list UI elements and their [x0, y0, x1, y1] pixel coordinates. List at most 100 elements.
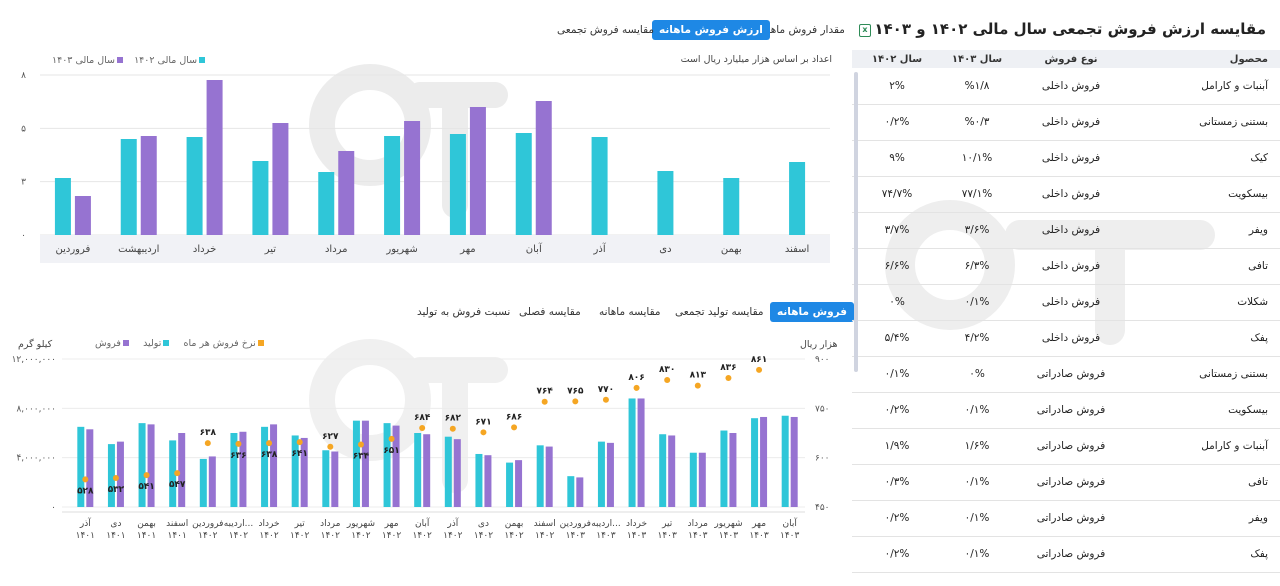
x-tick-month: مهر: [751, 519, 766, 529]
x-tick-month: مرداد: [320, 519, 340, 529]
left-axis-unit: کیلو گرم: [18, 339, 53, 350]
x-tick-label: بهمن: [721, 244, 742, 255]
rate-dot: [388, 435, 395, 442]
monthly-sales-chart: ۰ ۴,۰۰۰,۰۰۰ ۸,۰۰۰,۰۰۰ ۱۲,۰۰۰,۰۰۰ ۴۵۰ ۶۰۰ ۷۵۰ ۹۰…: [12, 355, 830, 541]
bar-sales: [606, 442, 614, 507]
x-tick-label: تیر: [264, 244, 277, 255]
x-tick-year: ۱۴۰۳: [627, 531, 647, 541]
legend-1402-label: سال مالی ۱۴۰۲: [134, 55, 198, 66]
header-year-1402[interactable]: سال ۱۴۰۲: [852, 50, 942, 68]
header-sale-type[interactable]: نوع فروش: [1012, 50, 1130, 68]
bar-sales: [178, 433, 186, 507]
tab-monthly-value[interactable]: ارزش فروش ماهانه: [652, 20, 770, 40]
tab-sales-production-ratio[interactable]: نسبت فروش به تولید: [417, 306, 511, 318]
unit-note: اعداد بر اساس هزار میلیارد ریال است: [680, 54, 832, 65]
tab-monthly-quantity[interactable]: مقدار فروش ماهانه: [759, 24, 845, 36]
x-tick-month: تیر: [294, 519, 306, 529]
bar-1402: [657, 171, 674, 235]
bar-production: [261, 426, 269, 507]
bar-production: [444, 436, 452, 507]
x-tick-month: فروردین: [192, 519, 223, 529]
rate-label: ۶۴۱: [291, 449, 307, 459]
tab-cumulative-production[interactable]: مقایسه تولید تجمعی: [675, 306, 764, 318]
product-cell: بستنی زمستانی: [1130, 104, 1280, 141]
rate-label: ۵۴۷: [169, 480, 186, 490]
bar-sales: [331, 451, 339, 507]
bar-production: [781, 415, 789, 507]
legend-1402-swatch: [199, 57, 206, 63]
x-tick-month: خرداد: [259, 519, 280, 529]
bar-sales: [545, 446, 553, 507]
rate-label: ۵۲۸: [77, 486, 94, 496]
bar-production: [107, 444, 115, 507]
rate-dot: [82, 476, 89, 483]
x-tick-month: فروردین: [560, 519, 591, 529]
y-tick-label: ۵: [21, 124, 26, 134]
product-cell: بیسکویت: [1130, 176, 1280, 213]
table-row[interactable]: پفک فروش صادراتی ۰/۱% ۰/۲%: [852, 536, 1280, 573]
x-tick-year: ۱۴۰۲: [351, 531, 371, 541]
x-tick-year: ۱۴۰۲: [535, 531, 555, 541]
tab-seasonal-comparison[interactable]: مقایسه فصلی: [519, 306, 581, 318]
table-row[interactable]: بستنی زمستانی فروش داخلی %۰/۳ ۰/۲%: [852, 104, 1280, 141]
bar-sales: [576, 477, 584, 507]
value-1403-cell: ۰/۱%: [942, 464, 1012, 501]
bar-sales: [668, 435, 676, 507]
x-tick-month: اردیبه...: [591, 519, 621, 529]
rate-label: ۵۳۲: [108, 485, 125, 495]
rate-label: ۶۷۱: [475, 417, 491, 427]
x-tick-month: دی: [478, 519, 489, 529]
table-row[interactable]: بستنی زمستانی فروش صادراتی ۰% ۰/۱%: [852, 356, 1280, 393]
value-1403-cell: ۳/۶%: [942, 212, 1012, 249]
x-tick-label: دی: [659, 244, 671, 255]
header-year-1403[interactable]: سال ۱۴۰۳: [942, 50, 1012, 68]
right-tick-label: ۶۰۰: [815, 454, 830, 464]
table-row[interactable]: تافی فروش داخلی ۶/۳% ۶/۶%: [852, 248, 1280, 285]
table-row[interactable]: بیسکویت فروش صادراتی ۰/۱% ۰/۲%: [852, 392, 1280, 429]
table-row[interactable]: شکلات فروش داخلی ۰/۱% ۰%: [852, 284, 1280, 321]
value-1402-cell: ۰/۲%: [852, 392, 942, 429]
value-1402-cell: ۰/۲%: [852, 536, 942, 573]
table-row[interactable]: ویفر فروش داخلی ۳/۶% ۳/۷%: [852, 212, 1280, 249]
bar-sales: [698, 452, 706, 507]
legend-1403-swatch: [117, 57, 124, 63]
header-product[interactable]: محصول: [1130, 50, 1280, 68]
excel-export-icon[interactable]: x: [859, 24, 871, 37]
bar-sales: [300, 437, 308, 507]
table-row[interactable]: ویفر فروش صادراتی ۰/۱% ۰/۲%: [852, 500, 1280, 537]
bar-1402: [449, 134, 466, 235]
table-scrollbar[interactable]: [854, 72, 858, 372]
bar-1403: [74, 196, 91, 235]
bar-sales: [453, 439, 461, 507]
monthly-value-chart: ۰ ۳ ۵ ۸ اسفند بهمن دی آذر آبان مهر شهریور مرداد تیر خ…: [21, 71, 830, 263]
rate-dot: [572, 398, 579, 405]
table-row[interactable]: آبنبات و کارامل فروش صادراتی ۱/۶% ۱/۹%: [852, 428, 1280, 465]
x-tick-month: اردیبه...: [224, 519, 254, 529]
x-tick-label: شهریور: [385, 244, 417, 255]
rate-dot: [756, 366, 763, 373]
table-row[interactable]: تافی فروش صادراتی ۰/۱% ۰/۳%: [852, 464, 1280, 501]
right-tick-label: ۷۵۰: [815, 404, 830, 414]
value-1402-cell: ۱/۹%: [852, 428, 942, 465]
bar-1402: [318, 172, 335, 235]
table-row[interactable]: پفک فروش داخلی ۴/۲% ۵/۴%: [852, 320, 1280, 357]
legend-rate: نرخ فروش هر ماه: [183, 338, 265, 349]
value-1403-cell: ۰/۱%: [942, 284, 1012, 321]
rate-dot: [664, 377, 671, 384]
tab-monthly-comparison[interactable]: مقایسه ماهانه: [599, 306, 661, 318]
tab-monthly-sales[interactable]: فروش ماهانه: [770, 302, 855, 322]
x-tick-month: مرداد: [688, 519, 708, 529]
bar-production: [169, 440, 177, 507]
legend-rate-swatch: [257, 340, 264, 346]
bar-sales: [637, 398, 645, 507]
x-tick-month: مهر: [384, 519, 399, 529]
table-row[interactable]: آبنبات و کارامل فروش داخلی %۱/۸ ۲%: [852, 68, 1280, 105]
table-row[interactable]: کیک فروش داخلی ۱۰/۱% ۹%: [852, 140, 1280, 177]
product-cell: ویفر: [1130, 212, 1280, 249]
x-tick-label: اردیبهشت: [118, 244, 159, 255]
bar-1402: [515, 133, 532, 235]
tab-cumulative-comparison[interactable]: مقایسه فروش تجمعی: [557, 24, 655, 36]
bar-production: [414, 433, 422, 507]
x-tick-month: شهریور: [713, 519, 742, 529]
table-row[interactable]: بیسکویت فروش داخلی ۷۷/۱% ۷۴/۷%: [852, 176, 1280, 213]
